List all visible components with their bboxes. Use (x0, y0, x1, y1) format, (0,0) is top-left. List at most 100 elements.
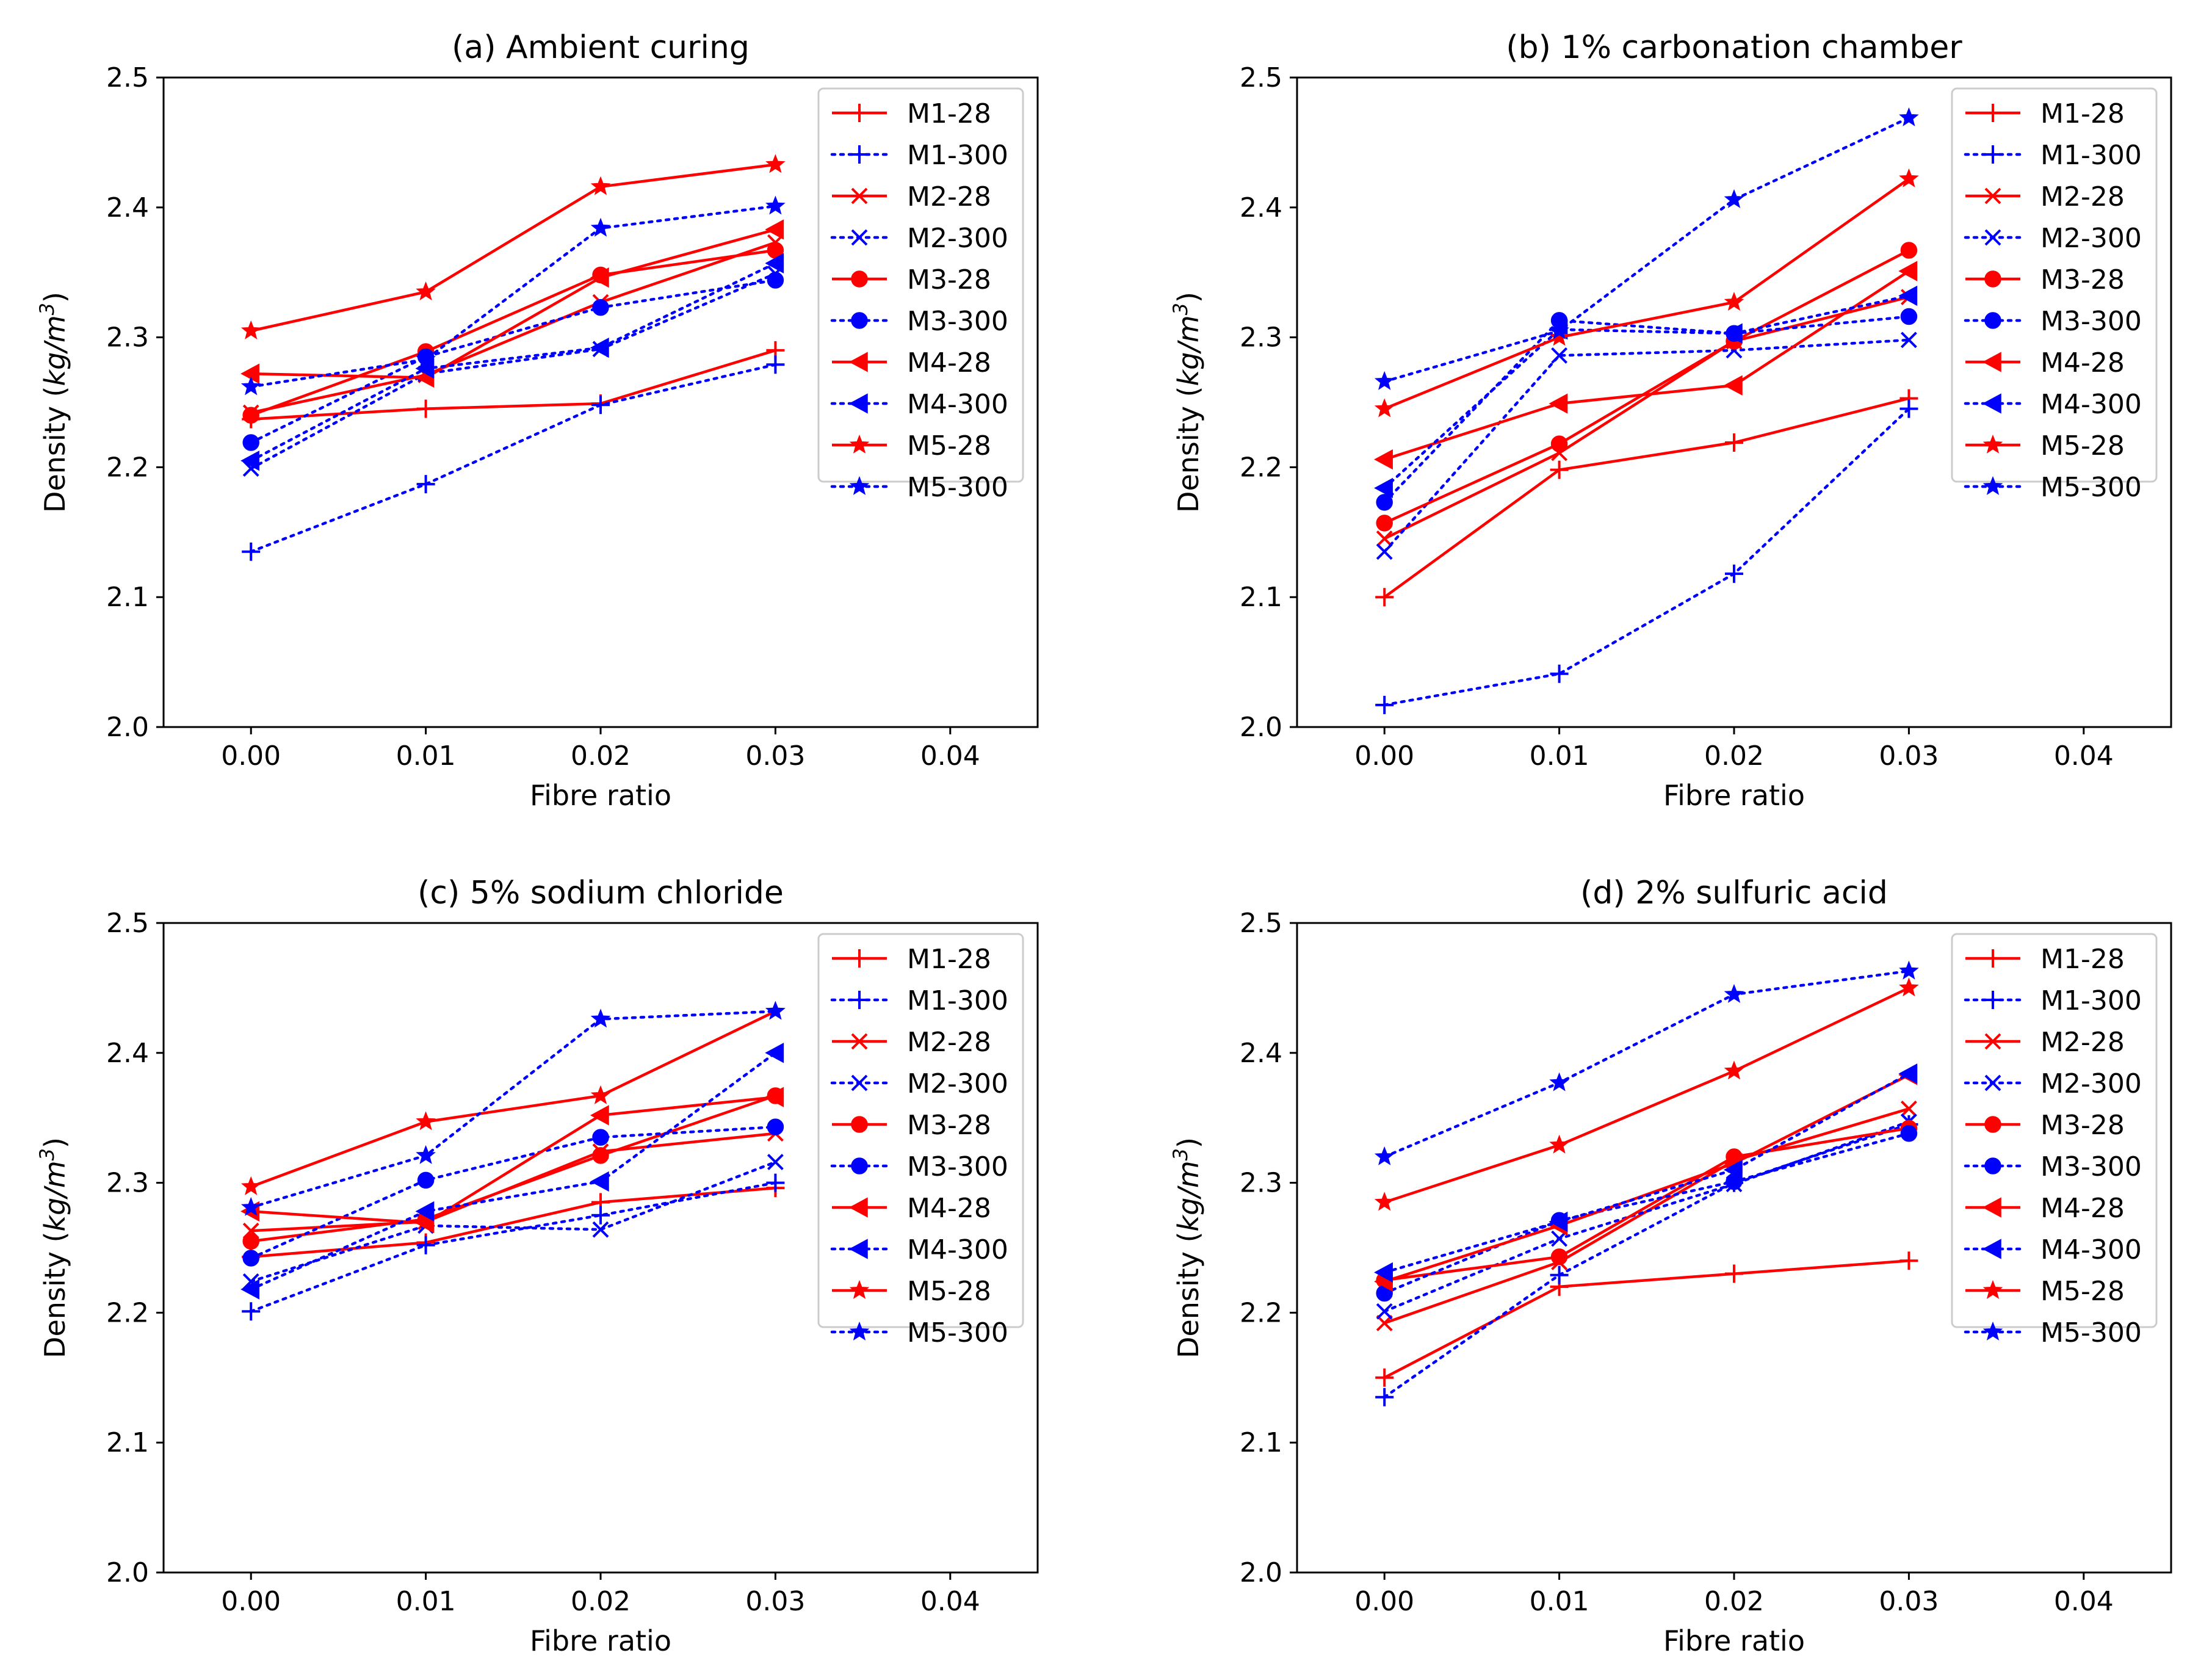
data-point-M3-28-0 (242, 407, 259, 424)
legend-label-M2-300: M2-300 (907, 223, 1008, 254)
legend-label-M1-300: M1-300 (2040, 140, 2142, 171)
data-point-M5-300-1 (1549, 1072, 1569, 1091)
x-tick-label: 0.00 (221, 1586, 281, 1617)
legend-label-M2-300: M2-300 (2040, 223, 2142, 254)
legend-label-M3-28: M3-28 (2040, 1110, 2125, 1141)
series-line-M5-28 (250, 1010, 776, 1189)
data-point-M5-300-3 (1899, 960, 1919, 980)
y-tick-label: 2.1 (106, 582, 149, 613)
series-line-M3-300 (1382, 1132, 1910, 1295)
legend-marker-M2-28 (851, 187, 868, 204)
y-tick-label: 2.3 (1240, 1168, 1282, 1199)
data-point-M4-300-3 (765, 253, 784, 273)
legend-label-M1-300: M1-300 (907, 985, 1008, 1016)
x-tick-label: 0.01 (396, 1586, 456, 1617)
legend-label-M4-300: M4-300 (907, 1234, 1008, 1265)
legend-label-M4-300: M4-300 (907, 389, 1008, 420)
y-axis-label-close: ) (1172, 1137, 1205, 1148)
data-point-M3-28-3 (1900, 242, 1918, 259)
x-axis-label: Fibre ratio (1663, 779, 1805, 812)
data-point-M5-300-2 (1724, 983, 1744, 1003)
series-line-M4-28 (1384, 1073, 1910, 1283)
series-line-M4-300 (1382, 1072, 1910, 1274)
data-point-M5-300-2 (590, 1008, 611, 1028)
data-point-M4-28-2 (590, 267, 609, 288)
y-axis-label: Density (kg/m3) (1169, 292, 1205, 513)
data-point-M5-300-2 (1724, 189, 1744, 208)
chart-panel-4: (d) 2% sulfuric acid 0.00 0.01 0.02 0.03 0.04… (1169, 875, 2172, 1657)
data-point-M2-28-0 (1376, 530, 1393, 547)
data-point-M4-28-1 (1549, 393, 1568, 414)
legend-marker-M3-300 (851, 1157, 868, 1174)
data-point-M1-300-1 (416, 475, 435, 494)
data-point-M4-300-0 (1374, 477, 1393, 499)
x-tick-label: 0.04 (2054, 1586, 2114, 1617)
legend-marker-M3-28 (851, 270, 868, 288)
y-tick-label: 2.0 (106, 712, 149, 743)
legend-label-M2-28: M2-28 (2040, 1027, 2125, 1058)
legend-label-M2-300: M2-300 (907, 1068, 1008, 1099)
y-axis-label-text: Density ( (1172, 386, 1205, 513)
x-axis-label: Fibre ratio (530, 779, 671, 812)
legend-marker-M2-28 (851, 1033, 868, 1050)
x-tick-label: 0.03 (1879, 740, 1939, 772)
chart-title: (a) Ambient curing (452, 29, 750, 66)
data-point-M2-300-3 (767, 1154, 784, 1170)
y-axis-label-unit: kg/m (1172, 1160, 1205, 1231)
series-group (1374, 960, 1919, 1406)
series-line-M5-300 (249, 1010, 777, 1209)
data-point-M4-28-3 (765, 219, 784, 240)
legend-marker-M1-300 (1984, 145, 2002, 164)
legend-box (1951, 87, 2158, 483)
y-tick-label: 2.4 (106, 1038, 149, 1069)
chart-panel-1: (a) Ambient curing 0.00 0.01 0.02 0.03 0.04 2.… (35, 29, 1039, 812)
data-point-M3-300-3 (1900, 308, 1918, 325)
data-point-M4-300-0 (240, 1279, 259, 1300)
y-tick-label: 2.0 (1240, 1557, 1282, 1588)
y-axis-label: Density (kg/m3) (35, 1137, 71, 1358)
data-point-M5-28-1 (1549, 1134, 1569, 1154)
series-line-M3-300 (1382, 315, 1910, 504)
data-point-M1-28-2 (1725, 1264, 1743, 1283)
data-point-M4-28-3 (1898, 261, 1918, 281)
series-line-M1-300 (249, 1181, 777, 1313)
data-point-M5-28-2 (1724, 292, 1744, 311)
y-tick-label: 2.2 (106, 1297, 149, 1328)
data-point-M4-28-2 (1723, 375, 1743, 396)
data-point-M1-300-2 (591, 396, 610, 414)
data-point-M4-300-1 (1549, 1211, 1568, 1232)
data-point-M4-28-3 (765, 1087, 784, 1107)
data-point-M3-300-0 (242, 434, 259, 451)
data-point-M3-300-2 (592, 1129, 609, 1146)
chart-panel-3: (c) 5% sodium chloride 0.00 0.01 0.02 0.03 0.… (35, 875, 1039, 1657)
legend-label-M2-28: M2-28 (907, 1027, 991, 1058)
y-axis-label-unit: kg/m (38, 315, 71, 386)
legend-label-M4-300: M4-300 (2040, 1234, 2142, 1265)
legend-label-M3-28: M3-28 (907, 264, 991, 295)
data-point-M1-28-0 (1375, 588, 1394, 607)
data-point-M3-28-2 (592, 1147, 609, 1164)
series-line-M1-300 (249, 363, 777, 553)
data-point-M1-300-2 (591, 1206, 610, 1225)
data-point-M5-300-0 (1374, 371, 1395, 390)
legend-label-M3-300: M3-300 (2040, 1151, 2142, 1182)
y-tick-label: 2.0 (1240, 712, 1282, 743)
data-point-M5-300-1 (416, 349, 436, 368)
x-tick-label: 0.01 (396, 740, 456, 772)
series-line-M4-28 (251, 1095, 776, 1225)
data-point-M2-28-3 (1900, 1100, 1917, 1117)
data-point-M3-28-0 (1376, 515, 1393, 532)
legend-marker-M4-300 (848, 393, 868, 414)
data-point-M4-300-2 (590, 337, 609, 358)
data-point-M4-300-2 (1723, 1159, 1743, 1180)
legend-marker-M2-28 (1984, 1033, 2001, 1050)
y-tick-label: 2.3 (1240, 322, 1282, 353)
data-point-M1-300-1 (416, 1236, 435, 1254)
x-tick-label: 0.01 (1530, 740, 1589, 772)
data-point-M5-28-2 (590, 1085, 611, 1104)
data-point-M1-300-1 (1550, 1265, 1569, 1284)
legend-label-M5-28: M5-28 (2040, 430, 2125, 461)
legend-label-M3-300: M3-300 (907, 306, 1008, 337)
legend: M1-28 M1-300 M2-28 M2-300 M3-28 M3-300 M4-28 M4… (1951, 933, 2158, 1348)
